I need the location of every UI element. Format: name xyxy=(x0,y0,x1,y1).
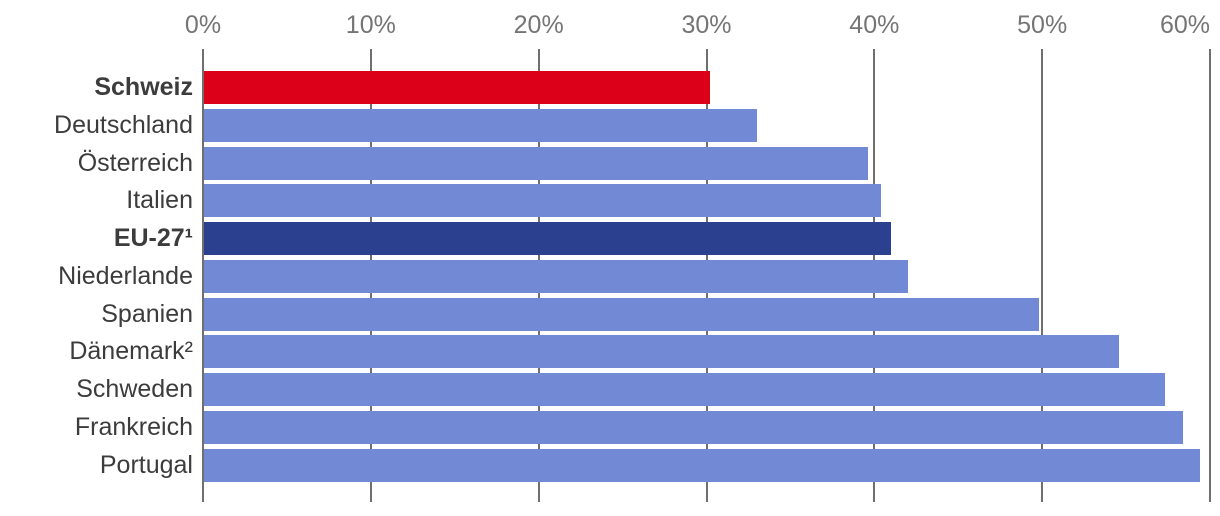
category-label: Dänemark² xyxy=(69,337,193,366)
bar-country xyxy=(204,448,1200,482)
category-label: Italien xyxy=(126,186,193,215)
bar-country xyxy=(204,410,1183,444)
x-axis-tick-label: 60% xyxy=(1159,11,1210,39)
x-axis-tick-label: 40% xyxy=(849,11,900,39)
x-axis-tick-label: 0% xyxy=(184,11,222,39)
bar-country xyxy=(204,184,881,218)
category-label: Frankreich xyxy=(74,412,193,441)
category-label: Portugal xyxy=(99,450,193,479)
category-label: Schweden xyxy=(76,375,193,403)
category-label: Niederlande xyxy=(58,261,193,290)
category-label: Österreich xyxy=(77,148,193,177)
bar-eu xyxy=(204,222,891,255)
x-axis-tick-label: 10% xyxy=(345,11,396,39)
bar-country xyxy=(204,373,1165,406)
gridline xyxy=(1041,49,1044,502)
x-axis-tick-label: 20% xyxy=(513,11,564,39)
gridline xyxy=(1209,49,1211,502)
bar-schweiz xyxy=(204,71,710,104)
bar-country xyxy=(204,297,1039,331)
bar-country xyxy=(204,335,1119,369)
category-label: EU-27¹ xyxy=(113,224,193,252)
bar-country xyxy=(204,146,868,180)
category-label: Schweiz xyxy=(94,73,193,101)
x-axis-tick-label: 30% xyxy=(681,11,732,39)
x-axis-tick-label: 50% xyxy=(1017,11,1068,39)
gridline xyxy=(202,49,204,502)
category-label: Deutschland xyxy=(54,110,193,139)
category-label: Spanien xyxy=(101,299,193,328)
bar-country xyxy=(204,259,908,293)
bar-country xyxy=(204,108,757,142)
